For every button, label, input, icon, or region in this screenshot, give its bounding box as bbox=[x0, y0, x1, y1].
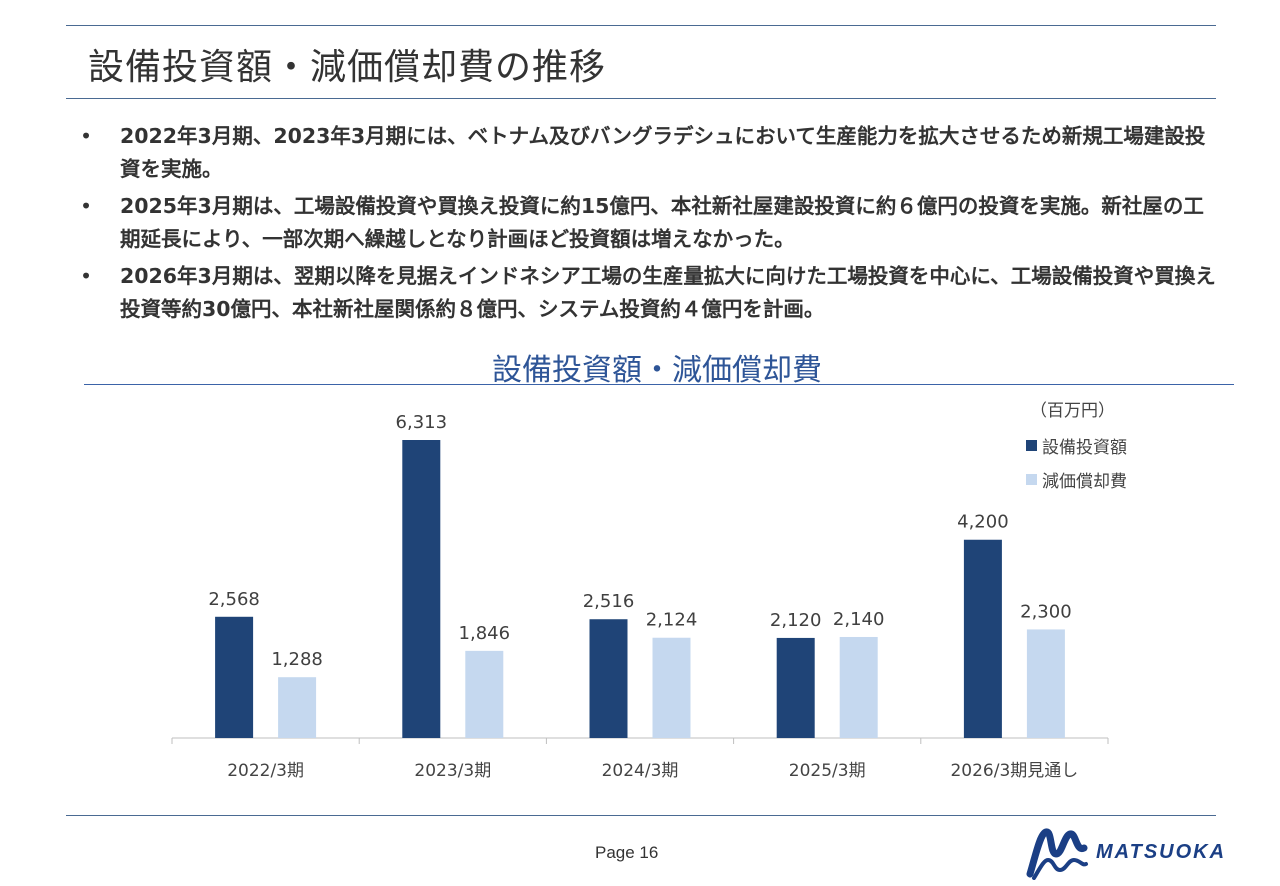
bullet-dot: • bbox=[80, 264, 93, 288]
data-label-depreciation: 1,288 bbox=[271, 649, 323, 670]
bar-capex bbox=[589, 619, 628, 738]
bar-capex bbox=[215, 616, 254, 738]
bar-capex bbox=[963, 539, 1002, 738]
x-tick-label: 2022/3期 bbox=[227, 761, 304, 781]
bullet-item-2: • 2025年3月期は、工場設備投資や買換え投資に約15億円、本社新社屋建設投資に… bbox=[70, 190, 1220, 256]
legend-label-depreciation: 減価償却費 bbox=[1042, 471, 1127, 492]
chart-legend: 設備投資額 減価償却費 bbox=[1026, 428, 1127, 496]
chart-unit-label: （百万円） bbox=[1030, 401, 1115, 421]
legend-item-depreciation: 減価償却費 bbox=[1026, 462, 1127, 496]
legend-swatch-depreciation bbox=[1026, 473, 1037, 485]
bullet-text-2: 2025年3月期は、工場設備投資や買換え投資に約15億円、本社新社屋建設投資に約… bbox=[120, 194, 1204, 251]
data-label-depreciation: 2,140 bbox=[833, 609, 885, 630]
bullet-item-1: • 2022年3月期、2023年3月期には、ベトナム及びバングラデシュにおいて生産… bbox=[70, 120, 1220, 186]
bar-capex bbox=[776, 637, 815, 738]
top-rule bbox=[66, 25, 1216, 26]
chart-title-rule bbox=[84, 384, 1234, 385]
legend-label-capex: 設備投資額 bbox=[1042, 437, 1127, 458]
page-number: Page 16 bbox=[595, 843, 659, 862]
bar-depreciation bbox=[278, 677, 317, 738]
bar-depreciation bbox=[652, 637, 691, 738]
x-tick-label: 2024/3期 bbox=[602, 761, 679, 781]
bullet-dot: • bbox=[80, 194, 93, 218]
bar-capex bbox=[402, 440, 441, 738]
chart-title: 設備投資額・減価償却費 bbox=[492, 353, 822, 388]
legend-item-capex: 設備投資額 bbox=[1026, 428, 1127, 462]
bullet-text-3: 2026年3月期は、翌期以降を見据えインドネシア工場の生産量拡大に向けた工場投資… bbox=[120, 264, 1216, 321]
logo-text: MATSUOKA bbox=[1096, 840, 1227, 863]
x-tick-label: 2023/3期 bbox=[414, 761, 491, 781]
matsuoka-wave-logo-icon bbox=[1026, 828, 1088, 880]
data-label-depreciation: 2,300 bbox=[1020, 601, 1072, 622]
bullet-text-1: 2022年3月期、2023年3月期には、ベトナム及びバングラデシュにおいて生産能… bbox=[120, 124, 1206, 181]
footer-rule bbox=[66, 815, 1216, 816]
bar-depreciation bbox=[839, 636, 878, 738]
data-label-capex: 2,568 bbox=[208, 589, 260, 610]
bullet-item-3: • 2026年3月期は、翌期以降を見据えインドネシア工場の生産量拡大に向けた工場投… bbox=[70, 260, 1220, 326]
bullet-list: • 2022年3月期、2023年3月期には、ベトナム及びバングラデシュにおいて生産… bbox=[70, 120, 1220, 330]
x-tick-label: 2026/3期見通し bbox=[950, 761, 1078, 781]
data-label-capex: 4,200 bbox=[957, 512, 1009, 533]
data-label-depreciation: 2,124 bbox=[646, 610, 698, 631]
legend-swatch-capex bbox=[1026, 439, 1037, 451]
data-label-capex: 2,120 bbox=[770, 610, 822, 631]
data-label-capex: 2,516 bbox=[583, 591, 635, 612]
company-logo: MATSUOKA bbox=[1026, 824, 1226, 880]
title-rule bbox=[66, 98, 1216, 99]
bullet-dot: • bbox=[80, 124, 93, 148]
bar-depreciation bbox=[1026, 629, 1065, 738]
x-tick-label: 2025/3期 bbox=[789, 761, 866, 781]
data-label-capex: 6,313 bbox=[396, 412, 448, 433]
bar-depreciation bbox=[465, 650, 504, 738]
bar-chart: 2022/3期 2,568 1,288 2023/3期 6,313 1,846 2024/3… bbox=[171, 412, 1109, 781]
data-label-depreciation: 1,846 bbox=[459, 623, 511, 644]
slide-title: 設備投資額・減価償却費の推移 bbox=[88, 47, 607, 88]
